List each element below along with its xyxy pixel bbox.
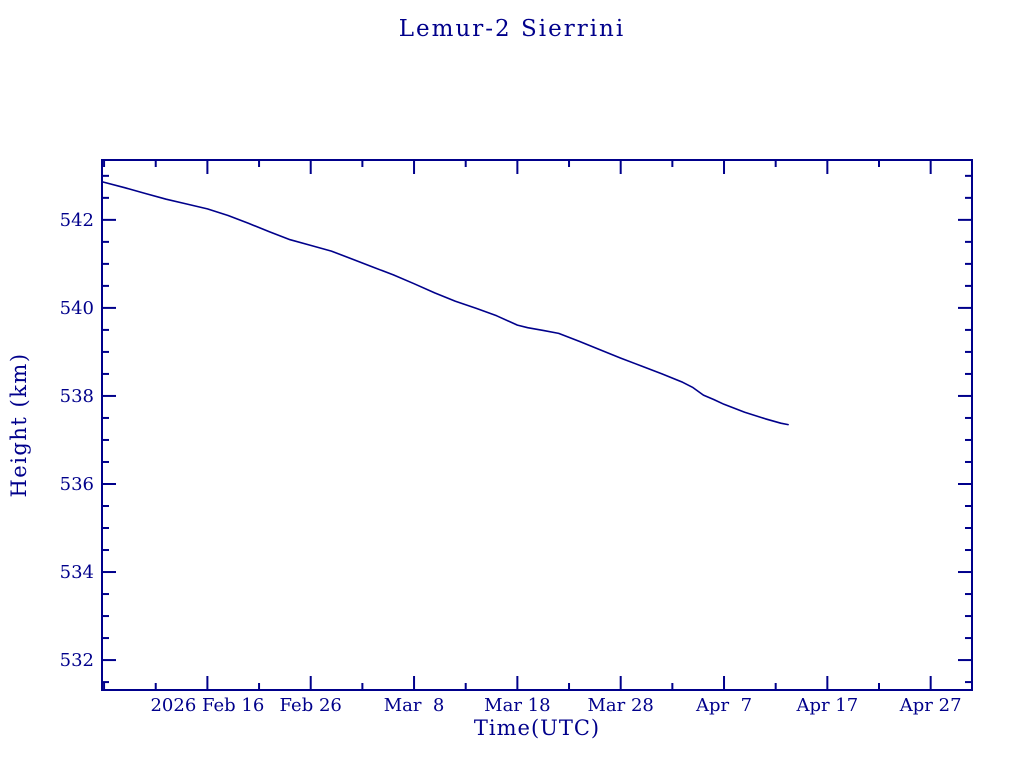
x-tick-label: Apr 27 (899, 695, 962, 716)
y-tick-label: 540 (60, 298, 94, 319)
x-tick-label: 2026 Feb 16 (150, 695, 264, 716)
x-tick-label: Mar 28 (587, 695, 653, 716)
x-tick-label: Mar 18 (484, 695, 550, 716)
x-tick-label: Apr 7 (695, 695, 752, 716)
plot-border (101, 159, 973, 691)
y-tick-label: 538 (60, 386, 94, 407)
x-tick-label: Feb 26 (280, 695, 342, 716)
y-tick-label: 532 (60, 650, 94, 671)
chart-title: Lemur-2 Sierrini (398, 16, 626, 42)
x-tick-label: Mar 8 (384, 695, 445, 716)
x-tick-label: Apr 17 (795, 695, 858, 716)
y-tick-label: 536 (60, 474, 94, 495)
x-axis-title: Time(UTC) (473, 716, 601, 740)
orbit-height-line (102, 181, 789, 426)
y-tick-label: 542 (60, 210, 94, 231)
y-tick-label: 534 (60, 562, 94, 583)
